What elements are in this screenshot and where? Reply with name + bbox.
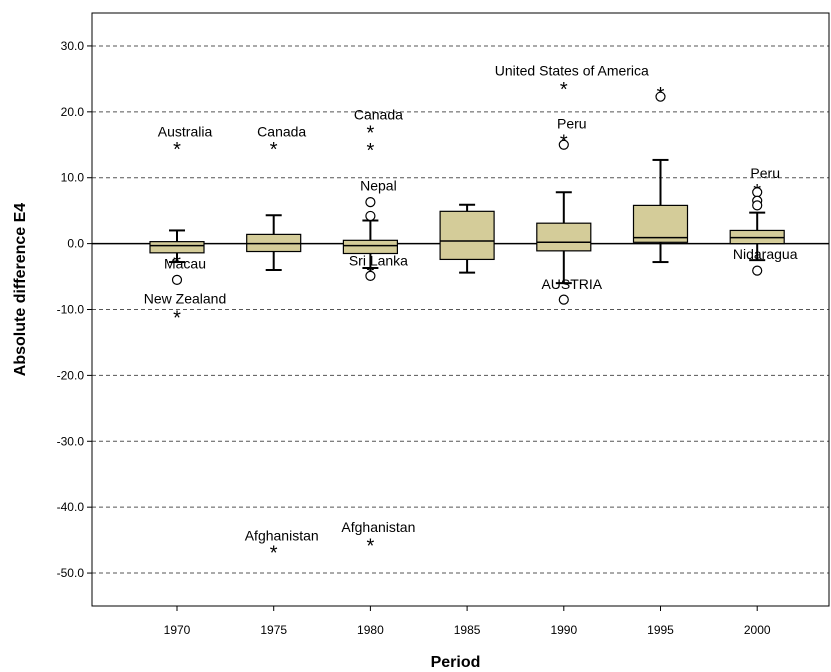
y-tick-label: 10.0 <box>61 171 85 185</box>
box-1980 <box>342 219 398 269</box>
box-iqr <box>149 241 205 254</box>
y-tick-label: 30.0 <box>61 39 85 53</box>
outlier-star: * <box>367 535 375 557</box>
outlier-label: Afghanistan <box>245 527 319 543</box>
box-1970 <box>149 229 205 264</box>
outlier-circle <box>558 139 569 150</box>
x-tick-label: 1970 <box>164 623 191 637</box>
outliers: ************* <box>171 79 763 565</box>
x-axis-ticks: 1970 1975 1980 1985 1990 1995 2000 <box>164 606 771 637</box>
y-axis-ticks: 30.0 20.0 10.0 0.0 -10.0 -20.0 -30.0 -40.0 -50.0 <box>57 39 92 580</box>
outlier-circle <box>171 274 183 285</box>
outlier-star: * <box>270 139 278 161</box>
x-tick-label: 1980 <box>357 623 384 637</box>
x-tick-label: 1995 <box>647 623 674 637</box>
outlier-star: * <box>173 139 181 161</box>
box-1990 <box>536 191 592 285</box>
outlier-star: * <box>367 122 375 144</box>
y-tick-label: -50.0 <box>57 566 85 580</box>
outlier-label: Canada <box>257 124 306 140</box>
x-tick-label: 1985 <box>454 623 481 637</box>
x-tick-label: 1975 <box>260 623 287 637</box>
outlier-circle <box>365 210 376 222</box>
outlier-star: * <box>560 79 568 101</box>
outlier-label: Nidaragua <box>733 246 798 262</box>
outlier-label: Afghanistan <box>341 519 415 535</box>
outlier-circle <box>558 294 569 305</box>
outlier-label: Sri Lanka <box>349 253 408 269</box>
outlier-star: * <box>270 543 278 565</box>
box-iqr <box>632 204 689 243</box>
box-1985 <box>439 203 495 274</box>
outlier-label: Peru <box>750 165 780 181</box>
outlier-star: * <box>367 140 375 162</box>
outlier-label: AUSTRIA <box>541 276 602 292</box>
box-iqr <box>439 210 495 261</box>
outlier-circle <box>655 91 666 102</box>
y-tick-label: -10.0 <box>57 303 85 317</box>
y-tick-label: 0.0 <box>67 237 84 251</box>
x-tick-label: 1990 <box>550 623 577 637</box>
y-axis-title: Absolute difference E4 <box>12 203 29 376</box>
outlier-labels: Australia Macau New Zealand Canada Afghanist… <box>144 62 798 543</box>
box-iqr <box>342 239 398 255</box>
outlier-circle <box>752 200 763 211</box>
outlier-label: Peru <box>557 116 587 132</box>
y-tick-label: -20.0 <box>57 368 85 382</box>
outlier-label: United States of America <box>495 62 649 78</box>
box-2000 <box>729 211 785 262</box>
y-tick-label: -40.0 <box>57 500 85 514</box>
outlier-label: Australia <box>158 124 213 140</box>
x-axis-title: Period <box>431 654 481 671</box>
gridlines <box>92 45 829 574</box>
box-1975 <box>246 214 302 271</box>
outlier-circle <box>752 265 763 276</box>
x-tick-label: 2000 <box>744 623 771 637</box>
outlier-circle <box>365 270 376 281</box>
outlier-circle <box>752 187 763 198</box>
y-tick-label: 20.0 <box>61 105 85 119</box>
box-1995 <box>632 158 689 264</box>
outlier-star: * <box>173 307 181 329</box>
outlier-label: Nepal <box>360 178 397 194</box>
outlier-label: Macau <box>164 255 206 271</box>
outlier-label: New Zealand <box>144 290 227 306</box>
outlier-label: Canada <box>354 106 403 122</box>
y-tick-label: -30.0 <box>57 434 85 448</box>
outlier-star: * <box>173 253 181 275</box>
outlier-circle <box>365 197 376 208</box>
box-iqr <box>536 222 592 252</box>
boxes <box>149 158 785 285</box>
